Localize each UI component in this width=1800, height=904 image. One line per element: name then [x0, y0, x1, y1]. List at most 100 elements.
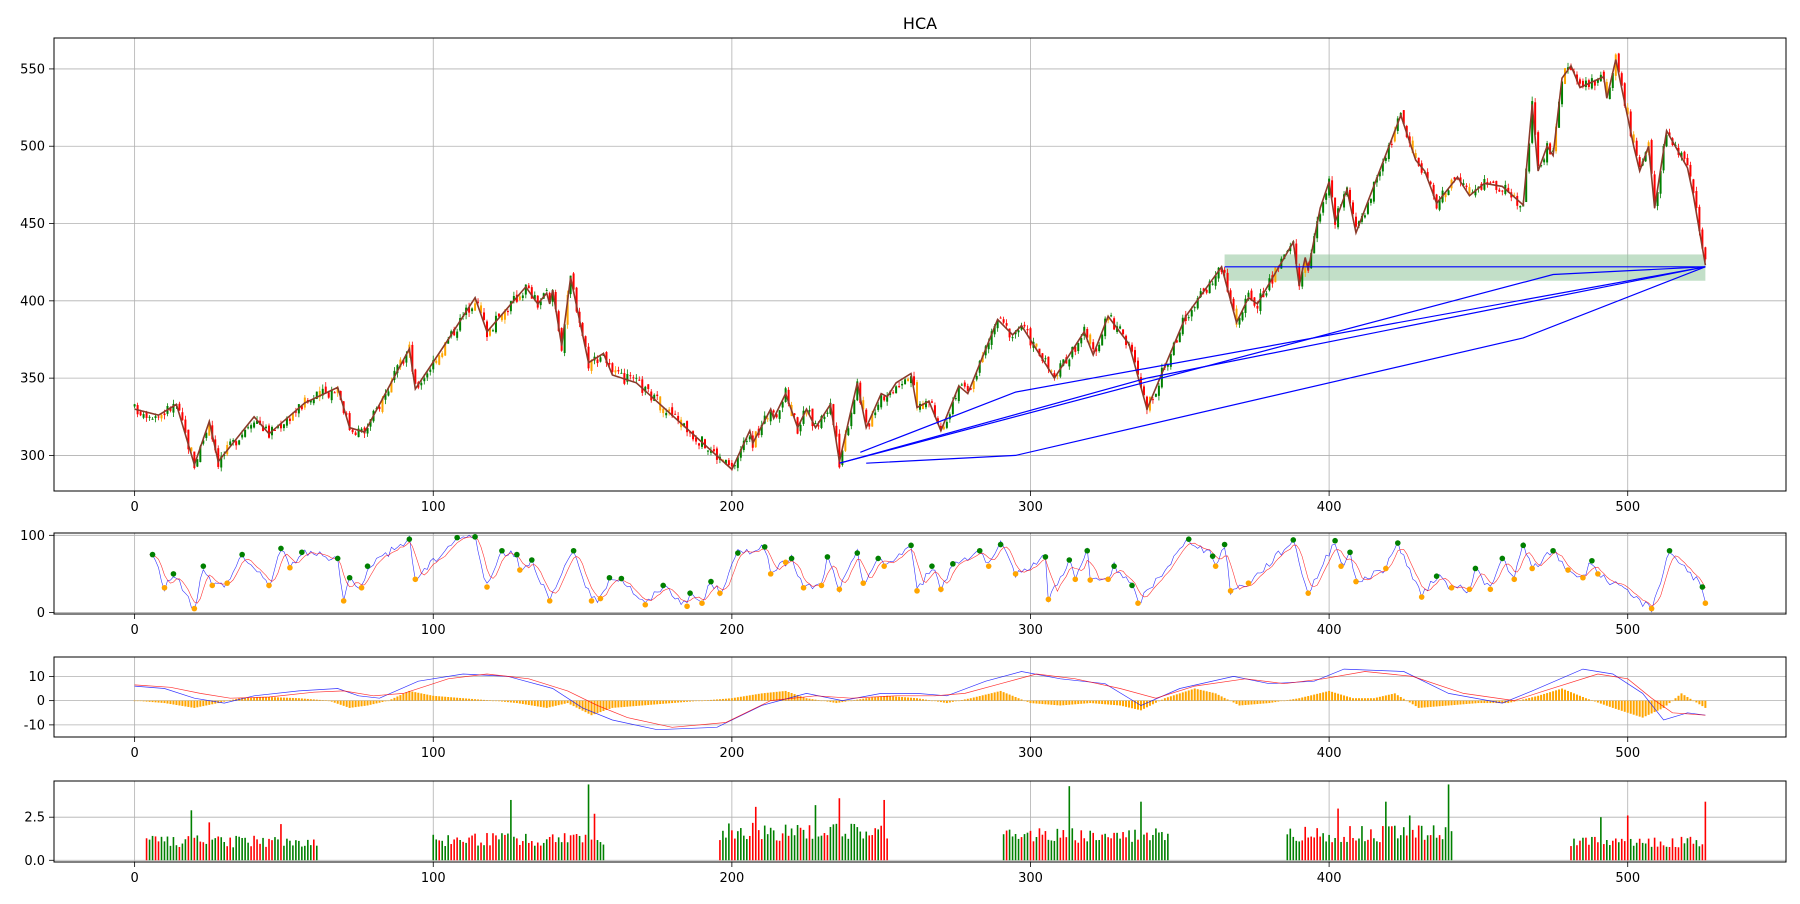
volume-bar — [1683, 843, 1686, 861]
candle-body — [1564, 68, 1567, 84]
volume-bar — [151, 835, 154, 861]
macd-histogram-bar — [1366, 698, 1369, 701]
volume-bar — [169, 845, 172, 861]
macd-histogram-bar — [981, 695, 984, 701]
macd-histogram-bar — [593, 700, 596, 715]
candle-body — [712, 449, 715, 452]
macd-histogram-bar — [739, 696, 742, 701]
candle-body — [1525, 168, 1528, 203]
oscillator-low-marker — [1227, 588, 1234, 594]
volume-bar — [740, 828, 742, 861]
candle-body — [1062, 359, 1065, 366]
volume-segment — [145, 810, 318, 861]
oscillator-low-marker — [1072, 576, 1079, 583]
candle-body — [312, 399, 315, 404]
candle-body — [1656, 192, 1659, 207]
macd-histogram-bar — [1166, 697, 1169, 701]
volume-bar — [226, 846, 228, 861]
volume-bar — [453, 839, 455, 861]
volume-bar — [566, 842, 569, 861]
candle-body — [1638, 157, 1641, 168]
volume-bar — [1438, 835, 1441, 861]
oscillator-low-marker — [266, 582, 272, 589]
candle-body — [1695, 191, 1698, 208]
macd-histogram-bar — [578, 700, 581, 710]
macd-histogram-bar — [990, 693, 993, 701]
oscillator-low-marker — [881, 563, 887, 569]
volume-bar — [719, 840, 721, 861]
macd-histogram-bar — [1113, 700, 1116, 705]
candle-body — [1256, 305, 1259, 309]
candle-body — [169, 407, 172, 411]
macd-histogram-bar — [1596, 700, 1599, 703]
macd-histogram-bar — [877, 696, 880, 701]
volume-bar — [229, 837, 231, 861]
volume-bar — [1008, 829, 1011, 861]
macd-histogram-bar — [360, 700, 363, 707]
macd-histogram-bar — [662, 700, 665, 704]
volume-bar — [1591, 836, 1593, 861]
candle-body — [1701, 229, 1704, 249]
oscillator-low-marker — [1529, 565, 1535, 572]
candle-body — [366, 428, 369, 434]
y-tick-label: 500 — [20, 140, 45, 155]
macd-histogram-bar — [951, 700, 954, 702]
y-tick-label: 400 — [20, 294, 45, 309]
macd-histogram-bar — [1184, 691, 1187, 701]
volume-bar — [805, 838, 808, 861]
candle-body — [456, 331, 459, 338]
macd-histogram-bar — [1101, 700, 1104, 705]
oscillator-high-marker — [788, 555, 795, 562]
candle-body — [611, 363, 614, 372]
oscillator-low-marker — [1580, 574, 1586, 581]
volume-bar — [778, 840, 781, 861]
macd-histogram-bar — [823, 700, 826, 702]
candle-body — [945, 421, 948, 428]
candle-body — [139, 411, 142, 416]
candle-body — [960, 384, 963, 386]
volume-bar — [1286, 834, 1289, 861]
x-tick-label: 300 — [1018, 500, 1043, 515]
volume-bar — [877, 829, 879, 861]
macd-histogram-bar — [1328, 690, 1331, 701]
volume-bar — [304, 845, 306, 861]
volume-bar — [1062, 830, 1065, 861]
candle-body — [1110, 315, 1113, 317]
volume-bar — [853, 823, 856, 861]
volume-bar — [751, 822, 754, 861]
price-panel: 0 100 200 300 400 500 300 350 400 450 500 550 — [20, 37, 1787, 515]
oscillator-panel: 0 100 200 300 400 500 0 100 — [20, 529, 1787, 638]
macd-histogram-bar — [862, 698, 865, 701]
candle-body — [724, 459, 727, 465]
candle-body — [1035, 343, 1038, 347]
volume-bar — [262, 837, 264, 861]
candle-body — [683, 423, 686, 426]
candle-body — [614, 370, 617, 373]
volume-bar — [432, 834, 435, 861]
candle-body — [262, 425, 265, 432]
macd-histogram-bar — [1020, 699, 1023, 701]
macd-histogram-bar — [838, 700, 841, 703]
macd-histogram-bar — [1077, 700, 1080, 705]
volume-bar — [1065, 837, 1068, 861]
candle-body — [1546, 143, 1549, 163]
volume-bar — [1650, 846, 1653, 861]
volume-bar — [441, 840, 444, 861]
volume-bar — [1441, 839, 1444, 861]
macd-histogram-bar — [1110, 700, 1113, 705]
volume-bar — [1373, 838, 1375, 861]
macd-histogram-bar — [1142, 700, 1145, 709]
candle-body — [1313, 236, 1316, 254]
candle-body — [1402, 110, 1405, 124]
oscillator-high-marker — [1042, 554, 1049, 560]
macd-histogram-bar — [1068, 700, 1071, 705]
candle-body — [1635, 140, 1638, 156]
macd-histogram-bar — [1005, 693, 1008, 701]
oscillator-low-marker — [588, 598, 595, 604]
macd-histogram-bar — [1564, 689, 1567, 701]
oscillator-low-marker — [546, 598, 553, 604]
x-tick-label: 400 — [1317, 500, 1342, 515]
macd-histogram-bar — [1023, 700, 1026, 702]
macd-histogram-bar — [509, 700, 512, 703]
oscillator-low-marker — [699, 600, 705, 606]
